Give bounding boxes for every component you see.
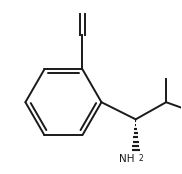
Text: 2: 2 [138,153,143,163]
Text: NH: NH [119,153,135,164]
